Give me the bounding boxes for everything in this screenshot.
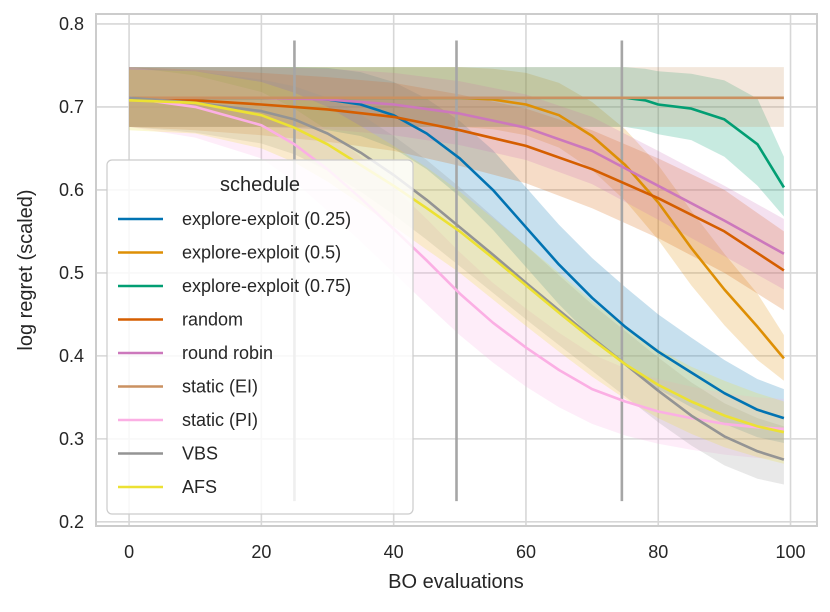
- y-tick-label: 0.4: [59, 346, 84, 366]
- y-tick-label: 0.7: [59, 97, 84, 117]
- y-tick-label: 0.3: [59, 429, 84, 449]
- y-tick-label: 0.8: [59, 14, 84, 34]
- series-lines: [128, 96, 786, 461]
- x-tick-label: 100: [776, 542, 806, 562]
- band-round-robin: [129, 67, 784, 290]
- legend-label: static (PI): [182, 410, 258, 430]
- band-vbs: [129, 67, 784, 485]
- x-tick-label: 60: [516, 542, 536, 562]
- legend-label: random: [182, 310, 243, 330]
- x-tick-label: 0: [124, 542, 134, 562]
- line-static-pi: [128, 96, 784, 431]
- band-explore-exploit-0-25: [129, 67, 784, 443]
- band-explore-exploit-0-5: [129, 67, 784, 381]
- line-random: [129, 96, 785, 272]
- legend-title: schedule: [220, 174, 300, 196]
- line-afs: [129, 99, 785, 434]
- band-explore-exploit-0-75: [129, 67, 784, 217]
- legend-label: explore-exploit (0.75): [182, 276, 351, 296]
- y-tick-label: 0.5: [59, 263, 84, 283]
- x-tick-label: 20: [251, 542, 271, 562]
- y-tick-label: 0.2: [59, 512, 84, 532]
- y-axis-title: log regret (scaled): [15, 189, 37, 350]
- x-tick-label: 40: [384, 542, 404, 562]
- x-axis-title: BO evaluations: [388, 571, 524, 593]
- legend-box: [106, 159, 414, 515]
- legend-label: VBS: [182, 444, 218, 464]
- legend-label: static (EI): [182, 377, 258, 397]
- legend-label: AFS: [182, 477, 217, 497]
- y-tick-label: 0.6: [59, 180, 84, 200]
- plot-frame: [95, 13, 818, 527]
- legend-label: explore-exploit (0.5): [182, 243, 341, 263]
- legend: schedule explore-exploit (0.25) explore-e…: [106, 159, 414, 515]
- x-tick-label: 80: [648, 542, 668, 562]
- tick-labels: 0 20 40 60 80 100 0.2 0.3 0.4 0.5 0.6 0.7 0.8: [59, 14, 806, 562]
- line-vbs: [129, 96, 785, 461]
- legend-label: round robin: [182, 343, 273, 363]
- legend-label: explore-exploit (0.25): [182, 209, 351, 229]
